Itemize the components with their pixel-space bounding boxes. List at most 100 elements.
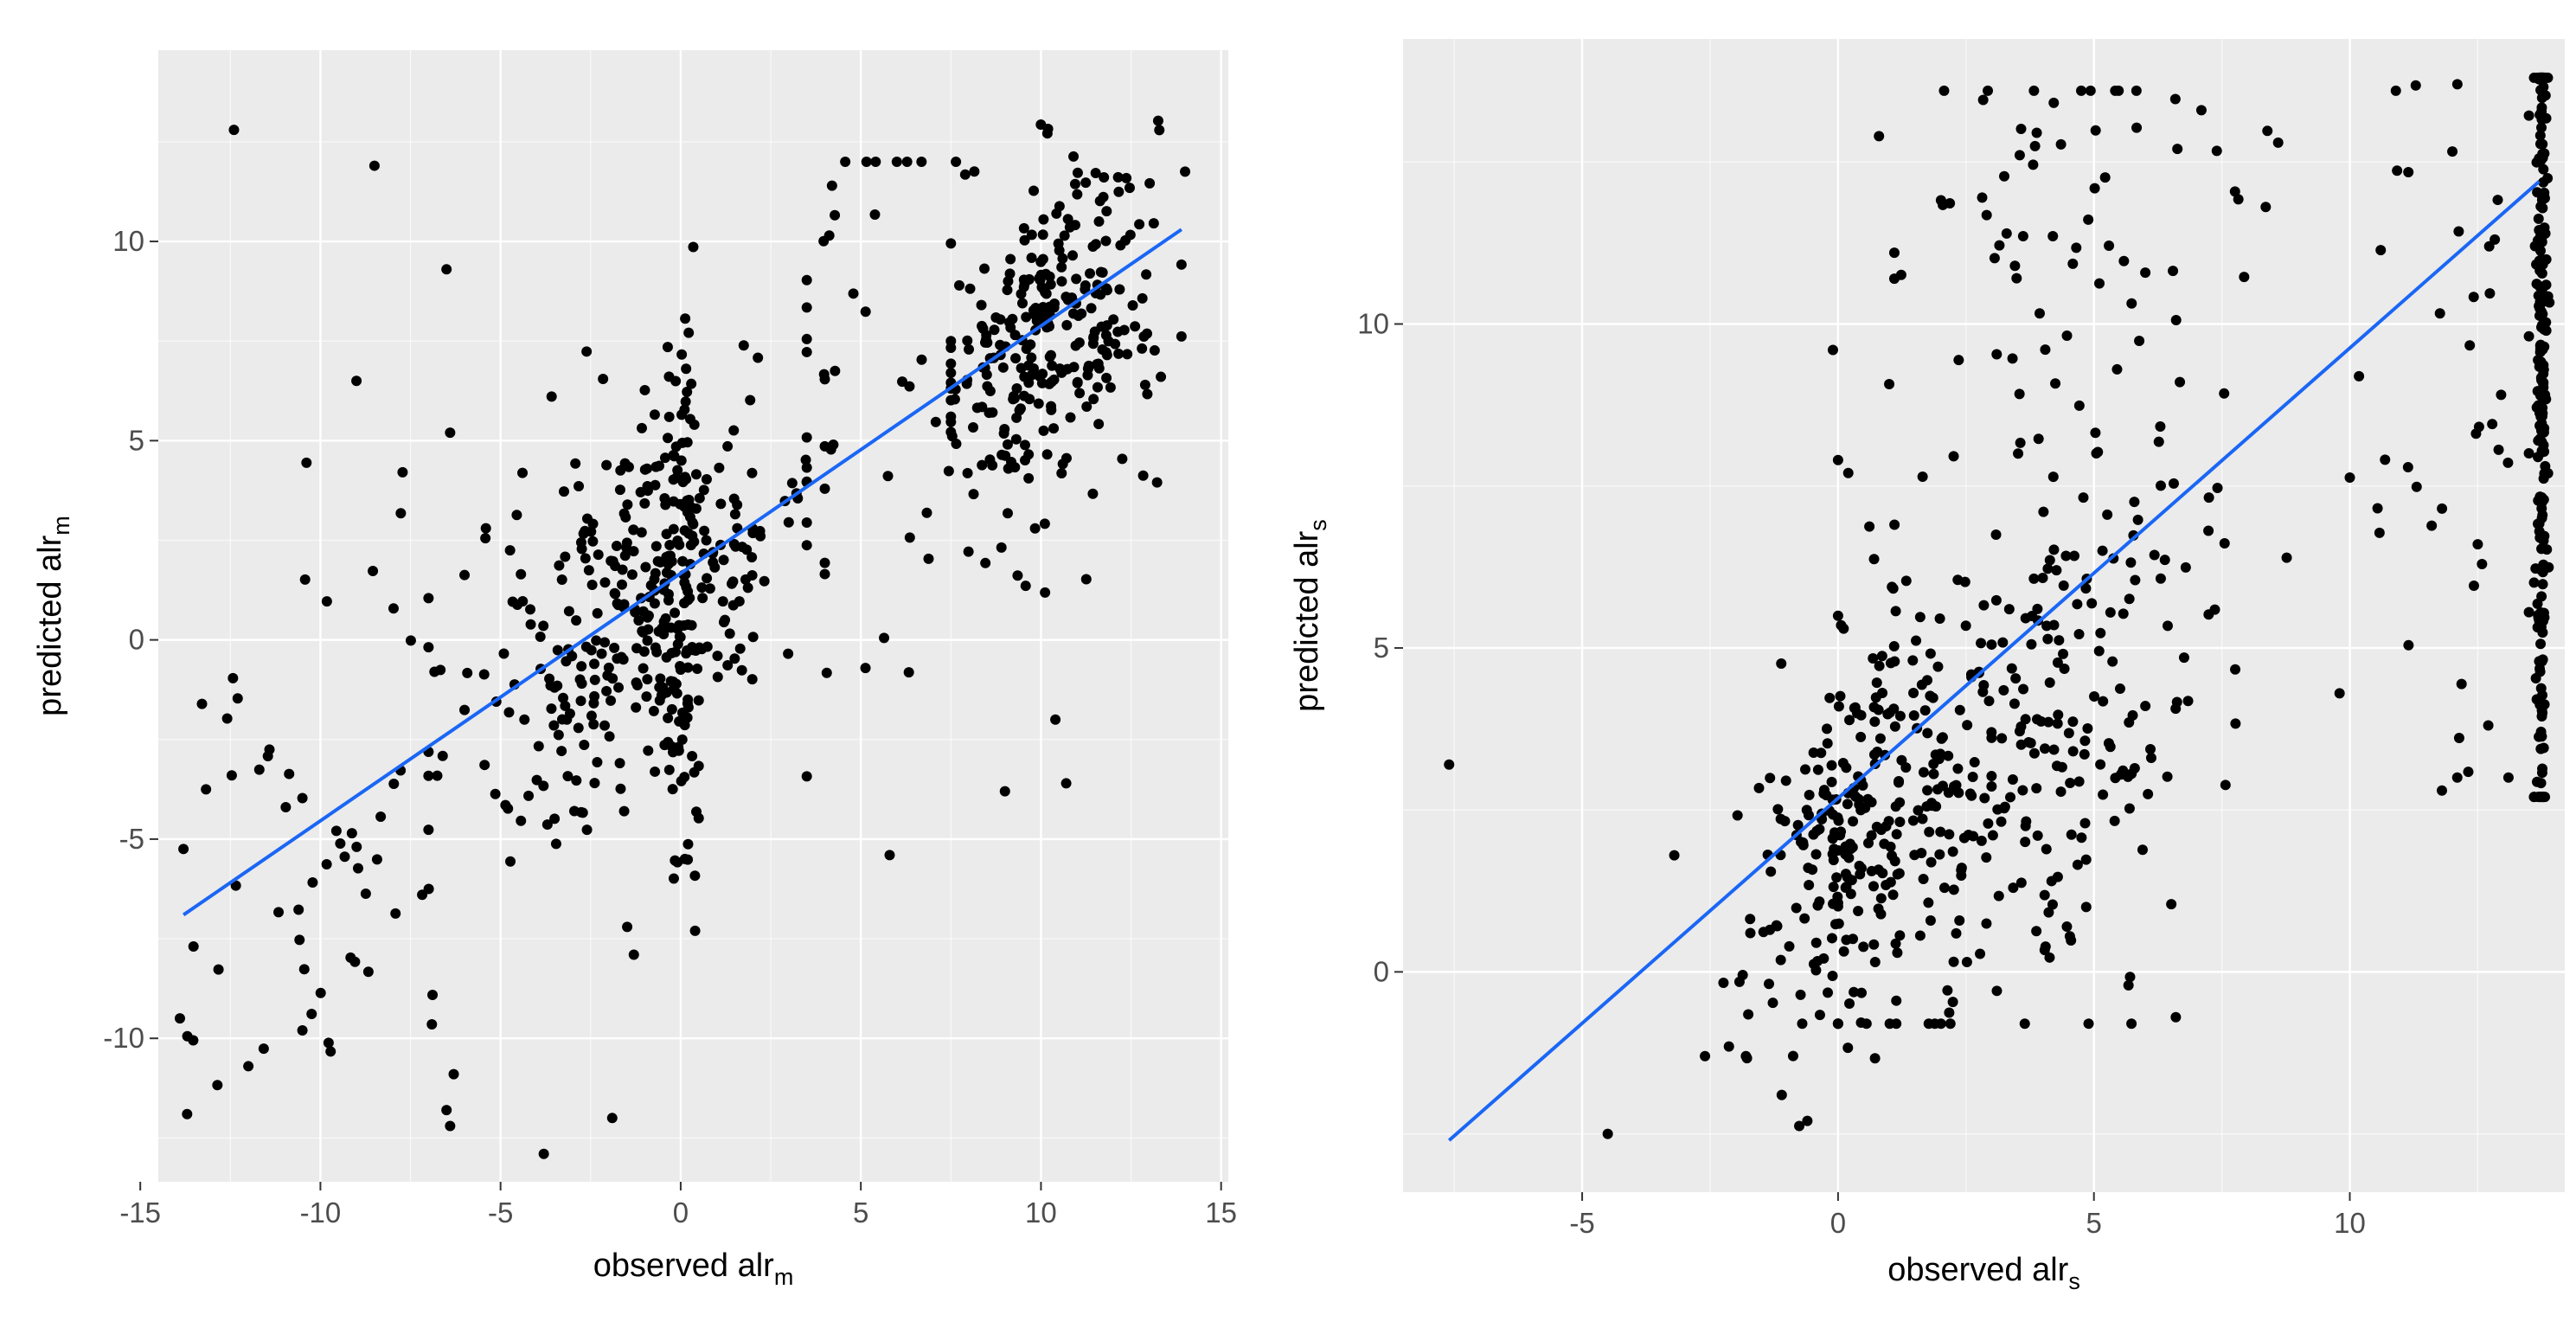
left-data-point bbox=[663, 764, 675, 775]
left-data-point bbox=[722, 660, 734, 671]
right-data-point bbox=[2052, 657, 2063, 668]
left-data-point bbox=[884, 850, 895, 861]
left-data-point bbox=[619, 550, 631, 561]
left-data-point bbox=[681, 648, 692, 659]
right-data-point bbox=[2130, 574, 2141, 586]
right-data-point bbox=[2230, 664, 2241, 675]
right-data-point bbox=[1977, 94, 1989, 106]
right-data-point bbox=[2538, 742, 2549, 754]
left-data-point bbox=[1026, 352, 1037, 363]
right-data-point bbox=[1959, 576, 1970, 587]
left-data-point bbox=[996, 449, 1008, 460]
right-data-point bbox=[2029, 140, 2041, 151]
right-data-point bbox=[2060, 550, 2072, 561]
left-data-point bbox=[1069, 220, 1080, 231]
left-data-point bbox=[1047, 360, 1058, 371]
left-data-point bbox=[648, 705, 659, 716]
right-data-point bbox=[1835, 690, 1846, 702]
left-data-point bbox=[693, 695, 704, 706]
left-data-point bbox=[201, 784, 212, 795]
left-data-point bbox=[620, 511, 631, 523]
left-data-point bbox=[478, 669, 490, 680]
right-data-point bbox=[2031, 127, 2042, 138]
right-x-tick-label: 5 bbox=[2086, 1207, 2102, 1239]
left-data-point bbox=[226, 770, 237, 781]
left-data-point bbox=[747, 528, 759, 539]
right-data-point bbox=[2129, 497, 2140, 508]
right-data-point bbox=[1999, 801, 2010, 812]
left-data-point bbox=[626, 569, 638, 581]
left-data-point bbox=[339, 851, 350, 863]
right-data-point bbox=[1979, 792, 1990, 804]
right-data-point bbox=[2134, 335, 2145, 346]
right-data-point bbox=[1797, 839, 1809, 850]
right-data-point bbox=[1929, 1018, 1940, 1030]
right-data-point bbox=[1990, 529, 2002, 540]
right-data-point bbox=[2065, 778, 2076, 789]
right-data-point bbox=[2537, 259, 2548, 270]
right-data-point bbox=[2010, 673, 2022, 684]
right-data-point bbox=[1772, 804, 1784, 815]
left-data-point bbox=[589, 658, 600, 670]
left-data-point bbox=[1180, 166, 1191, 177]
left-data-point bbox=[1134, 219, 1145, 230]
right-data-point bbox=[2047, 472, 2059, 483]
left-data-point bbox=[345, 952, 356, 963]
right-data-point bbox=[1935, 826, 1946, 837]
left-data-point bbox=[1137, 343, 1148, 354]
right-data-point bbox=[2540, 90, 2551, 101]
left-data-point bbox=[1021, 311, 1032, 323]
left-data-point bbox=[603, 662, 614, 673]
right-data-point bbox=[2542, 173, 2554, 184]
right-data-point bbox=[1764, 978, 1775, 990]
left-data-point bbox=[1050, 714, 1061, 725]
right-data-point bbox=[1948, 451, 1959, 462]
left-data-point bbox=[360, 888, 371, 899]
right-data-point bbox=[2260, 202, 2272, 213]
left-data-point bbox=[621, 537, 632, 549]
right-data-point bbox=[2523, 606, 2534, 618]
left-data-point bbox=[689, 870, 701, 882]
left-data-point bbox=[599, 577, 611, 588]
left-data-point bbox=[577, 807, 588, 818]
left-data-point bbox=[882, 471, 894, 482]
right-data-point bbox=[1976, 638, 1987, 649]
right-data-point bbox=[1832, 897, 1843, 908]
left-data-point bbox=[1097, 266, 1108, 278]
right-data-point bbox=[1864, 521, 1875, 532]
left-data-point bbox=[558, 486, 569, 497]
right-data-point bbox=[1776, 1089, 1787, 1100]
left-data-point bbox=[643, 610, 654, 621]
right-data-point bbox=[2079, 735, 2091, 747]
left-data-point bbox=[1065, 412, 1076, 423]
right-data-point bbox=[2536, 72, 2547, 83]
left-data-point bbox=[628, 524, 639, 536]
left-data-point bbox=[971, 402, 983, 414]
right-data-point bbox=[1891, 995, 1902, 1006]
right-data-point bbox=[2014, 388, 2025, 400]
left-data-point bbox=[525, 604, 536, 615]
right-data-point bbox=[2044, 555, 2055, 566]
right-data-point bbox=[2166, 899, 2177, 910]
left-data-point bbox=[921, 507, 932, 518]
right-data-point bbox=[1888, 641, 1900, 652]
left-data-point bbox=[1048, 374, 1060, 385]
left-data-point bbox=[1074, 388, 1086, 399]
left-data-point bbox=[943, 465, 954, 477]
left-data-point bbox=[550, 838, 561, 850]
left-data-point bbox=[702, 641, 713, 652]
right-data-point bbox=[1978, 600, 1990, 611]
right-data-point bbox=[2528, 577, 2540, 588]
right-ylabel: predicted alrs bbox=[1289, 519, 1331, 712]
right-data-point bbox=[1745, 914, 1756, 925]
right-data-point bbox=[1907, 655, 1919, 666]
left-data-point bbox=[1056, 261, 1067, 273]
right-data-point bbox=[1873, 864, 1884, 876]
left-data-point bbox=[819, 557, 830, 568]
left-data-point bbox=[615, 783, 626, 794]
left-data-point bbox=[1090, 239, 1101, 250]
left-data-point bbox=[576, 543, 587, 555]
right-data-point bbox=[2110, 773, 2121, 784]
right-data-point bbox=[1812, 956, 1823, 967]
right-data-point bbox=[2051, 760, 2062, 772]
